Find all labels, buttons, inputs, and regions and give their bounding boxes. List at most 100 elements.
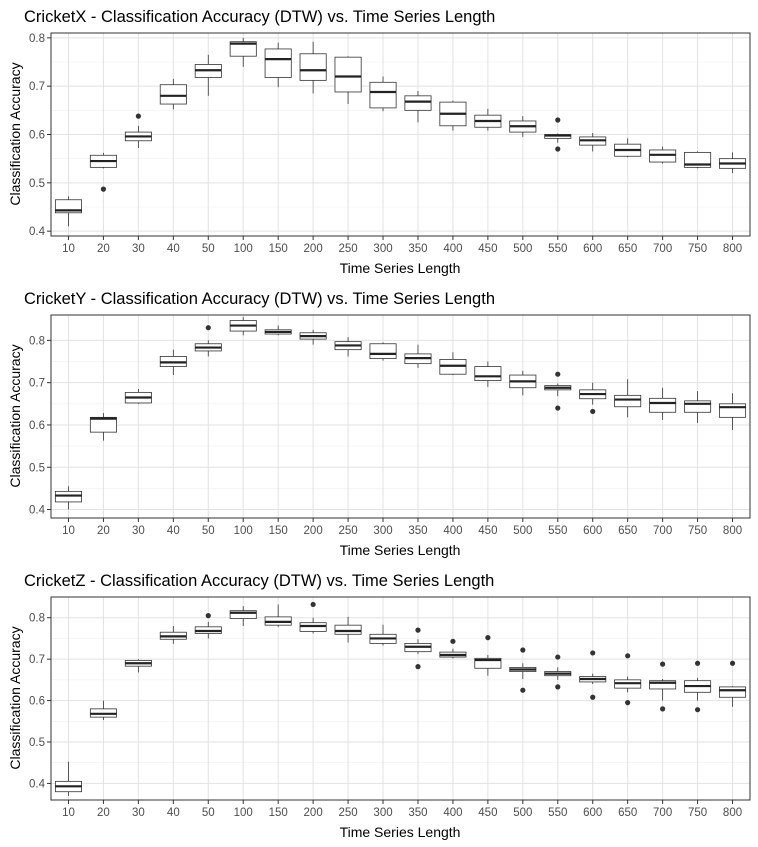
y-tick-label: 0.7 (29, 378, 45, 390)
x-tick-label: 800 (723, 807, 742, 819)
box-550 (544, 654, 572, 690)
box-iqr (334, 56, 362, 93)
box-400 (439, 638, 467, 659)
box-450 (474, 635, 502, 676)
panel-border (50, 596, 751, 801)
box-100 (229, 606, 257, 626)
x-tick-label: 650 (618, 243, 637, 255)
box-20 (89, 152, 117, 192)
box-30 (124, 113, 152, 149)
box-200 (299, 601, 327, 634)
x-tick-label: 250 (338, 525, 357, 537)
outlier-point (694, 707, 701, 713)
x-tick-label: 30 (132, 807, 145, 819)
outlier-point (520, 687, 526, 693)
box-iqr (684, 400, 712, 413)
x-tick-label: 10 (62, 525, 75, 537)
box-40 (159, 349, 187, 376)
y-tick-label: 0.6 (29, 420, 45, 432)
box-250 (334, 616, 362, 643)
x-tick-label: 800 (723, 243, 742, 255)
outlier-point (555, 146, 561, 152)
y-tick-label: 0.4 (29, 778, 46, 790)
x-tick-label: 400 (443, 525, 462, 537)
x-tick-label: 20 (97, 243, 110, 255)
x-tick-label: 50 (202, 243, 215, 255)
x-tick-label: 400 (443, 807, 462, 819)
x-tick-label: 250 (338, 807, 357, 819)
x-tick-label: 650 (618, 525, 637, 537)
box-500 (509, 116, 537, 137)
box-300 (369, 624, 397, 646)
box-350 (404, 91, 432, 123)
x-tick-label: 150 (269, 243, 288, 255)
box-iqr (159, 84, 187, 105)
x-tick-label: 400 (443, 243, 462, 255)
box-50 (194, 54, 222, 96)
y-tick-label: 0.8 (29, 33, 45, 45)
x-tick-label: 200 (304, 807, 323, 819)
x-tick-label: 600 (583, 807, 602, 819)
box-250 (334, 336, 362, 357)
outlier-point (660, 661, 666, 667)
y-tick-label: 0.8 (29, 613, 45, 625)
outlier-point (555, 371, 561, 377)
box-200 (299, 41, 327, 94)
box-40 (159, 626, 187, 644)
outlier-point (415, 627, 421, 633)
box-20 (89, 413, 117, 441)
outlier-point (555, 654, 561, 660)
x-axis-label: Time Series Length (340, 824, 461, 840)
box-400 (439, 352, 467, 376)
outlier-point (625, 653, 631, 659)
box-100 (229, 317, 257, 336)
y-tick-label: 0.7 (29, 654, 45, 666)
box-650 (614, 138, 642, 158)
box-iqr (404, 95, 432, 111)
y-tick-label: 0.5 (29, 737, 45, 749)
y-tick-label: 0.4 (29, 505, 46, 517)
box-800 (719, 393, 747, 431)
box-50 (194, 325, 222, 357)
y-tick-label: 0.7 (29, 81, 45, 93)
outlier-point (660, 706, 666, 712)
outlier-point (555, 684, 561, 690)
box-500 (509, 370, 537, 396)
y-axis-label: Classification Accuracy (7, 344, 23, 487)
x-axis-label: Time Series Length (340, 542, 461, 558)
x-tick-label: 20 (97, 525, 110, 537)
outlier-point (590, 694, 596, 700)
box-450 (474, 361, 502, 387)
x-tick-label: 550 (548, 243, 567, 255)
box-150 (264, 604, 292, 627)
outlier-point (205, 325, 211, 331)
box-750 (684, 391, 712, 423)
outlier-point (625, 700, 631, 706)
x-tick-label: 50 (202, 525, 215, 537)
outlier-point (590, 408, 596, 415)
chart-title: CricketZ - Classification Accuracy (DTW)… (24, 572, 494, 590)
box-500 (509, 647, 537, 693)
outlier-point (729, 660, 736, 666)
x-tick-label: 100 (234, 807, 253, 819)
box-650 (614, 653, 642, 706)
box-600 (579, 650, 607, 700)
box-10 (54, 761, 82, 796)
box-iqr (89, 416, 117, 433)
x-tick-label: 750 (688, 525, 707, 537)
x-tick-label: 30 (132, 243, 145, 255)
chart-cricketz: CricketZ - Classification Accuracy (DTW)… (7, 572, 751, 840)
box-iqr (719, 403, 747, 418)
box-700 (649, 387, 677, 420)
y-tick-label: 0.5 (29, 178, 45, 190)
box-40 (159, 78, 187, 110)
x-tick-label: 40 (167, 525, 180, 537)
x-tick-label: 300 (373, 243, 392, 255)
y-tick-label: 0.6 (29, 696, 45, 708)
x-tick-label: 600 (583, 243, 602, 255)
box-iqr (474, 366, 502, 381)
box-550 (544, 117, 572, 152)
outlier-point (555, 405, 561, 411)
x-tick-label: 10 (62, 243, 75, 255)
box-200 (299, 329, 327, 345)
